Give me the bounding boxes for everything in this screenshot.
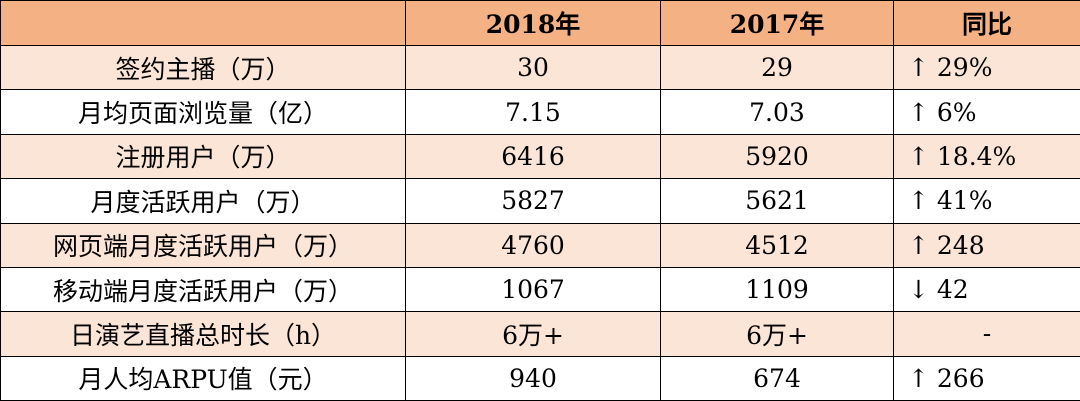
table-cell: ↑ 41% bbox=[893, 178, 1080, 224]
table-cell: - bbox=[893, 311, 1080, 357]
table-cell: ↑ 18.4% bbox=[893, 133, 1080, 180]
table-row: 网页端月度活跃用户（万） 4760 4512 ↑ 248 bbox=[0, 222, 1080, 268]
table-cell: 940 bbox=[405, 355, 661, 401]
table-cell: 5920 bbox=[660, 133, 894, 180]
header-row: 2018年 2017年 同比 bbox=[0, 0, 1080, 46]
row-label: 签约主播（万） bbox=[0, 44, 406, 91]
table-row: 注册用户（万） 6416 5920 ↑ 18.4% bbox=[0, 133, 1080, 180]
table-cell: 7.15 bbox=[405, 89, 661, 135]
table-cell: ↑ 248 bbox=[893, 222, 1080, 268]
table-cell: 4512 bbox=[660, 222, 894, 268]
row-label: 月人均ARPU值（元） bbox=[0, 355, 406, 401]
table-row: 月均页面浏览量（亿） 7.15 7.03 ↑ 6% bbox=[0, 89, 1080, 135]
table-cell: 6万+ bbox=[660, 311, 894, 357]
table-cell: 1067 bbox=[405, 266, 661, 313]
table-cell: 5621 bbox=[660, 178, 894, 224]
table-cell: 6416 bbox=[405, 133, 661, 180]
table-cell: ↓ 42 bbox=[893, 266, 1080, 313]
row-label: 月均页面浏览量（亿） bbox=[0, 89, 406, 135]
table-row: 签约主播（万） 30 29 ↑ 29% bbox=[0, 44, 1080, 91]
row-label: 网页端月度活跃用户（万） bbox=[0, 222, 406, 268]
table-cell: ↑ 266 bbox=[893, 355, 1080, 401]
table-cell: 7.03 bbox=[660, 89, 894, 135]
table-cell: 6万+ bbox=[405, 311, 661, 357]
table-cell: ↑ 29% bbox=[893, 44, 1080, 91]
row-label: 注册用户（万） bbox=[0, 133, 406, 180]
table-row: 移动端月度活跃用户（万） 1067 1109 ↓ 42 bbox=[0, 266, 1080, 313]
table-cell: ↑ 6% bbox=[893, 89, 1080, 135]
header-cell bbox=[0, 0, 406, 46]
table-row: 月人均ARPU值（元） 940 674 ↑ 266 bbox=[0, 355, 1080, 401]
table-cell: 1109 bbox=[660, 266, 894, 313]
header-cell: 2017年 bbox=[660, 0, 894, 46]
header-cell: 2018年 bbox=[405, 0, 661, 46]
table-cell: 29 bbox=[660, 44, 894, 91]
table-cell: 4760 bbox=[405, 222, 661, 268]
header-cell: 同比 bbox=[893, 0, 1080, 46]
table-cell: 5827 bbox=[405, 178, 661, 224]
row-label: 日演艺直播总时长（h） bbox=[0, 311, 406, 357]
table-cell: 674 bbox=[660, 355, 894, 401]
row-label: 移动端月度活跃用户（万） bbox=[0, 266, 406, 313]
table-row: 月度活跃用户（万） 5827 5621 ↑ 41% bbox=[0, 178, 1080, 224]
table-cell: 30 bbox=[405, 44, 661, 91]
table-row: 日演艺直播总时长（h） 6万+ 6万+ - bbox=[0, 311, 1080, 357]
row-label: 月度活跃用户（万） bbox=[0, 178, 406, 224]
